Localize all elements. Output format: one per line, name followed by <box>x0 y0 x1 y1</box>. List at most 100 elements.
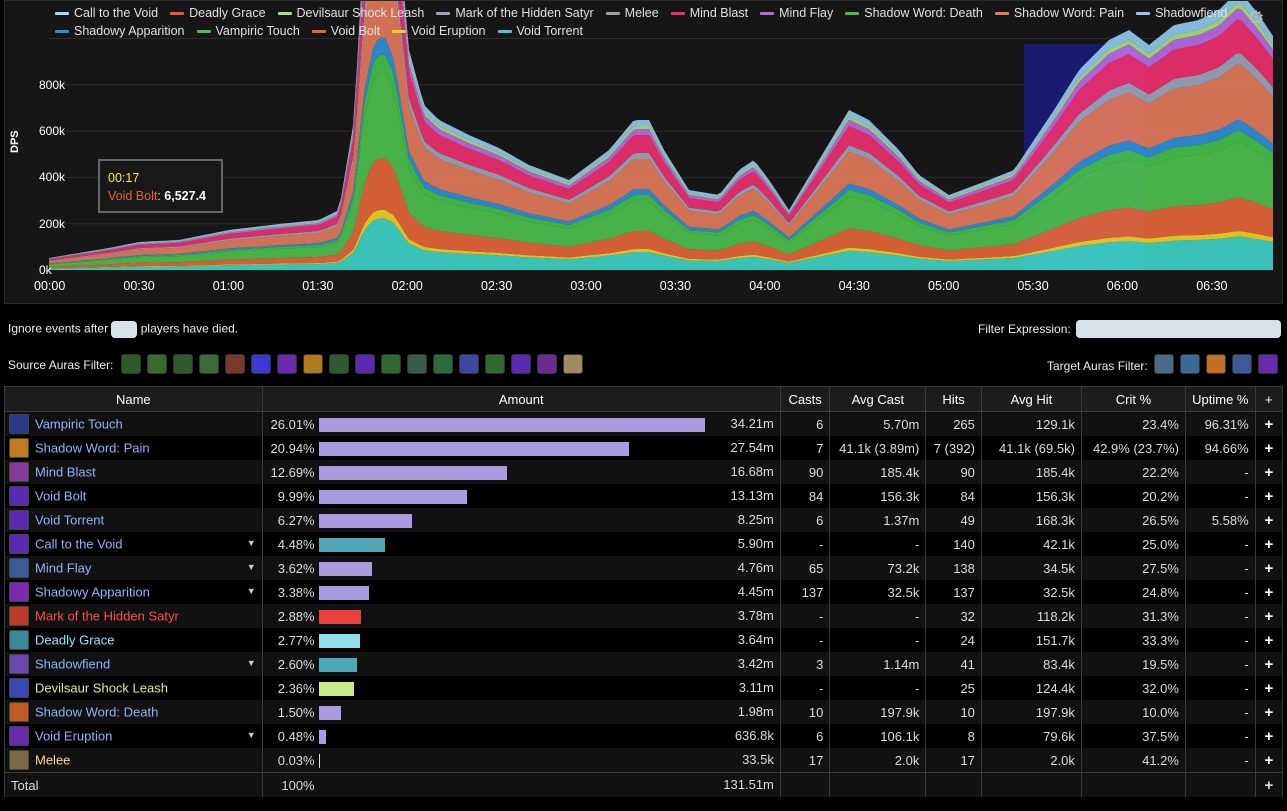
legend-item[interactable]: Call to the Void <box>55 4 158 22</box>
add-column-button[interactable]: + <box>1254 556 1284 580</box>
ability-name[interactable]: Vampiric Touch <box>35 416 123 432</box>
legend-item[interactable]: Mind Flay <box>760 4 833 22</box>
add-column-button[interactable]: + <box>1254 604 1284 628</box>
aura-icon[interactable] <box>277 354 297 374</box>
table-row[interactable]: Void Eruption ▼ 0.48% 636.8k 6 106.1k 8 79.6k 37… <box>4 724 1284 748</box>
aura-icon[interactable] <box>1206 354 1226 374</box>
col-avg-cast[interactable]: Avg Cast <box>829 386 927 412</box>
col-add[interactable]: + <box>1254 386 1284 412</box>
table-row[interactable]: Void Bolt 9.99% 13.13m 84 156.3k 84 156.3k 20.2… <box>4 484 1284 508</box>
chevron-down-icon[interactable]: ▼ <box>246 658 256 668</box>
ability-name-cell[interactable]: Melee <box>4 748 263 773</box>
aura-icon[interactable] <box>303 354 323 374</box>
ability-name-cell[interactable]: Mind Flay ▼ <box>4 556 263 580</box>
ability-name-cell[interactable]: Mind Blast <box>4 460 263 484</box>
ability-name-cell[interactable]: Void Eruption ▼ <box>4 724 263 748</box>
ability-name[interactable]: Melee <box>35 752 71 768</box>
aura-icon[interactable] <box>1258 354 1278 374</box>
aura-icon[interactable] <box>1232 354 1252 374</box>
table-row[interactable]: Deadly Grace 2.77% 3.64m - -24 151.7k 33.3% - + <box>4 628 1284 652</box>
ignore-events-input[interactable] <box>111 321 138 338</box>
table-row[interactable]: Shadowfiend ▼ 2.60% 3.42m 3 1.14m 41 83.4k 19.5%… <box>4 652 1284 676</box>
ability-name[interactable]: Shadow Word: Death <box>35 704 159 720</box>
legend-item[interactable]: Shadow Word: Death <box>845 4 983 22</box>
ability-name-cell[interactable]: Void Torrent <box>4 508 263 532</box>
ability-name-cell[interactable]: Call to the Void ▼ <box>4 532 263 556</box>
legend-item[interactable]: Shadowfiend <box>1136 4 1227 22</box>
add-column-button[interactable]: + <box>1254 411 1284 436</box>
col-name[interactable]: Name <box>4 386 263 412</box>
add-column-button[interactable]: + <box>1254 532 1284 556</box>
add-column-button[interactable]: + <box>1254 508 1284 532</box>
ability-name-cell[interactable]: Shadowy Apparition ▼ <box>4 580 263 604</box>
aura-icon[interactable] <box>1180 354 1200 374</box>
add-column-button[interactable]: + <box>1254 724 1284 748</box>
add-column-button[interactable]: + <box>1254 580 1284 604</box>
col-avg-hit[interactable]: Avg Hit <box>980 386 1082 412</box>
table-row[interactable]: Devilsaur Shock Leash 2.36% 3.11m - -25 124.4… <box>4 676 1284 700</box>
chevron-down-icon[interactable]: ▼ <box>246 538 256 548</box>
table-row[interactable]: Melee 0.03% 33.5k 17 2.0k 17 2.0k 41.2% - + <box>4 748 1284 773</box>
gear-icon[interactable]: ⚙ <box>1247 8 1265 29</box>
table-row[interactable]: Mind Flay ▼ 3.62% 4.76m 65 73.2k 138 34.5k 27.5%… <box>4 556 1284 580</box>
ability-name[interactable]: Void Bolt <box>35 488 87 504</box>
legend-item[interactable]: Melee <box>605 4 659 22</box>
legend-item[interactable]: Devilsaur Shock Leash <box>277 4 424 22</box>
ability-name[interactable]: Void Eruption <box>35 728 113 744</box>
aura-icon[interactable] <box>407 354 427 374</box>
ability-name-cell[interactable]: Void Bolt <box>4 484 263 508</box>
ability-name[interactable]: Deadly Grace <box>35 632 115 648</box>
table-row[interactable]: Vampiric Touch 26.01% 34.21m 6 5.70m 265 129.1… <box>4 411 1284 436</box>
legend-item[interactable]: Shadow Word: Pain <box>994 4 1124 22</box>
aura-icon[interactable] <box>511 354 531 374</box>
ability-name[interactable]: Mark of the Hidden Satyr <box>35 608 179 624</box>
aura-icon[interactable] <box>381 354 401 374</box>
table-row[interactable]: Void Torrent 6.27% 8.25m 6 1.37m 49 168.3k 26.5… <box>4 508 1284 532</box>
aura-icon[interactable] <box>251 354 271 374</box>
col-uptime[interactable]: Uptime % <box>1184 386 1256 412</box>
legend-item[interactable]: Mind Blast <box>670 4 748 22</box>
ability-name-cell[interactable]: Shadow Word: Pain <box>4 436 263 460</box>
aura-icon[interactable] <box>355 354 375 374</box>
aura-icon[interactable] <box>537 354 557 374</box>
ability-name[interactable]: Call to the Void <box>35 536 123 552</box>
legend-item[interactable]: Vampiric Touch <box>196 22 300 40</box>
table-row[interactable]: Shadow Word: Pain 20.94% 27.54m 7 41.1k (3.8… <box>4 436 1284 460</box>
ability-name-cell[interactable]: Shadow Word: Death <box>4 700 263 724</box>
chevron-down-icon[interactable]: ▼ <box>246 562 256 572</box>
table-row[interactable]: Call to the Void ▼ 4.48% 5.90m - -140 42.1k 25.… <box>4 532 1284 556</box>
ability-name-cell[interactable]: Vampiric Touch <box>4 411 263 436</box>
aura-icon[interactable] <box>173 354 193 374</box>
table-row[interactable]: Mind Blast 12.69% 16.68m 90 185.4k 90 185.4k 22… <box>4 460 1284 484</box>
legend-item[interactable]: Shadowy Apparition <box>55 22 185 40</box>
aura-icon[interactable] <box>329 354 349 374</box>
aura-icon[interactable] <box>485 354 505 374</box>
add-column-button[interactable]: + <box>1254 460 1284 484</box>
dps-chart[interactable] <box>5 1 1282 303</box>
ability-name[interactable]: Shadowfiend <box>35 656 111 672</box>
table-row[interactable]: Mark of the Hidden Satyr 2.88% 3.78m - -32 11… <box>4 604 1284 628</box>
ability-name[interactable]: Mind Flay <box>35 560 92 576</box>
aura-icon[interactable] <box>1154 354 1174 374</box>
ability-name[interactable]: Shadowy Apparition <box>35 584 150 600</box>
legend-item[interactable]: Void Torrent <box>497 22 583 40</box>
ability-name[interactable]: Devilsaur Shock Leash <box>35 680 168 696</box>
table-row[interactable]: Shadowy Apparition ▼ 3.38% 4.45m 137 32.5k 137… <box>4 580 1284 604</box>
legend-item[interactable]: Void Eruption <box>392 22 486 40</box>
col-crit[interactable]: Crit % <box>1080 386 1186 412</box>
aura-icon[interactable] <box>199 354 219 374</box>
aura-icon[interactable] <box>433 354 453 374</box>
add-column-button[interactable]: + <box>1254 436 1284 460</box>
aura-icon[interactable] <box>225 354 245 374</box>
col-amount[interactable]: Amount <box>261 386 781 412</box>
add-column-button[interactable]: + <box>1254 700 1284 724</box>
aura-icon[interactable] <box>147 354 167 374</box>
add-column-button[interactable]: + <box>1254 772 1284 797</box>
ability-name-cell[interactable]: Mark of the Hidden Satyr <box>4 604 263 628</box>
col-casts[interactable]: Casts <box>779 386 831 412</box>
legend-item[interactable]: Deadly Grace <box>170 4 266 22</box>
aura-icon[interactable] <box>459 354 479 374</box>
ability-name-cell[interactable]: Shadowfiend ▼ <box>4 652 263 676</box>
add-column-button[interactable]: + <box>1254 652 1284 676</box>
table-row[interactable]: Shadow Word: Death 1.50% 1.98m 10 197.9k 10 19… <box>4 700 1284 724</box>
